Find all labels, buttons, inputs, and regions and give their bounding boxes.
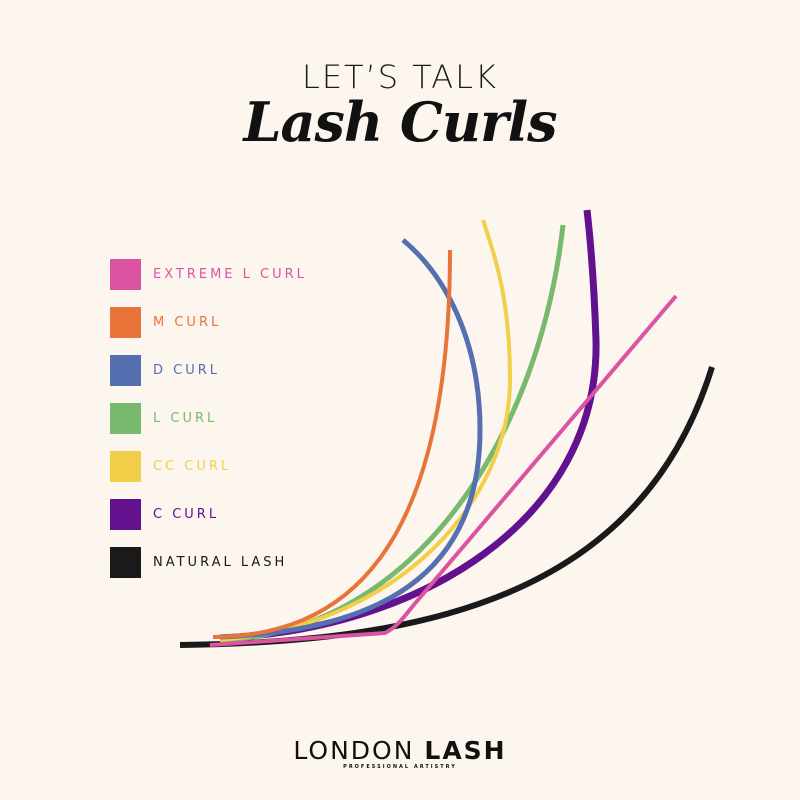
legend-label: L CURL [153,410,218,426]
title-line-2: Lash Curls [243,90,557,154]
c-curl-curve [219,209,600,642]
legend-swatch [110,450,141,482]
m-curl-curve [212,249,452,639]
legend-item-natural-lash: NATURAL LASH [110,546,307,578]
legend-item-extreme-l-curl: EXTREME L CURL [110,258,307,290]
d-curl-curve [219,238,483,640]
legend-item-m-curl: M CURL [110,306,307,338]
extreme-l-curl-curve [209,294,678,647]
legend-swatch [110,498,141,530]
legend-item-c-curl: C CURL [110,498,307,530]
legend-label: EXTREME L CURL [153,266,307,282]
legend-swatch [110,546,141,578]
l-curl-curve [219,224,566,643]
logo-tagline: PROFESSIONAL ARTISTRY [343,764,457,770]
legend-item-d-curl: D CURL [110,354,307,386]
legend: EXTREME L CURL M CURL D CURL L CURL CC C… [110,258,307,594]
logo-part-1: LONDON [293,736,415,765]
legend-label: C CURL [153,506,220,522]
logo-part-2: LASH [424,736,507,765]
legend-label: CC CURL [153,458,232,474]
legend-label: NATURAL LASH [153,554,288,570]
legend-swatch [110,402,141,434]
legend-swatch [110,354,141,386]
cc-curl-curve [219,219,513,642]
legend-swatch [110,306,141,338]
legend-label: M CURL [153,314,222,330]
title-line-1: LET’S TALK [301,58,498,96]
legend-item-cc-curl: CC CURL [110,450,307,482]
legend-swatch [110,258,141,290]
legend-item-l-curl: L CURL [110,402,307,434]
legend-label: D CURL [153,362,221,378]
brand-logo: LONDON LASH [0,736,800,765]
natural-lash-curve [179,366,715,648]
